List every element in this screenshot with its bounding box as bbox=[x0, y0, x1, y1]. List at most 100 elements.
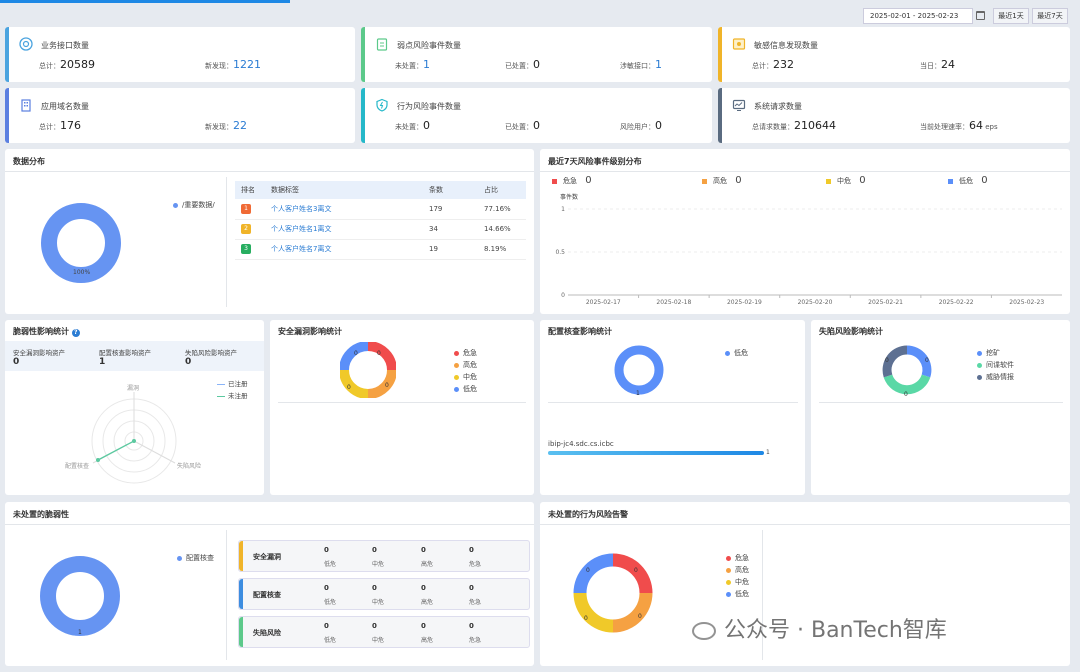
vulnerability-impact-panel: 脆弱性影响统计 ? 安全漏洞影响资产 0 配置核查影响资产 1 失陷风险影响资产… bbox=[5, 320, 264, 495]
compromise-donut[interactable]: 0 0 0 bbox=[879, 342, 935, 398]
slice-low[interactable] bbox=[340, 342, 369, 371]
slice-label: 0 bbox=[347, 384, 351, 391]
help-icon[interactable]: ? bbox=[71, 329, 80, 337]
slice-low[interactable] bbox=[614, 345, 664, 395]
vulnerability-radar-chart bbox=[91, 392, 177, 484]
legend-critical[interactable]: 危急 bbox=[726, 553, 749, 563]
slice-medium[interactable] bbox=[340, 369, 369, 398]
level-count: 0 bbox=[421, 546, 426, 554]
vuln-category-row[interactable]: 安全漏洞 0 低危 0 中危 0 高危 0 危急 bbox=[238, 540, 530, 572]
data-label-link[interactable]: 个人客户姓名3离文 bbox=[265, 199, 423, 220]
legend-low[interactable]: 低危 bbox=[454, 384, 477, 394]
legend-important-data[interactable]: /重要数据/ bbox=[173, 200, 215, 210]
top-progress-bar bbox=[0, 0, 290, 3]
legend-high[interactable]: 高危 bbox=[454, 360, 477, 370]
legend-low[interactable]: 低危 bbox=[725, 348, 748, 358]
building-icon bbox=[21, 99, 31, 112]
unhandled-value[interactable]: 1 bbox=[423, 58, 430, 71]
category-label: 安全漏洞 bbox=[253, 553, 281, 561]
last-7-days-button[interactable]: 最近7天 bbox=[1032, 8, 1068, 24]
radar-point[interactable] bbox=[132, 439, 136, 443]
today-label: 当日： bbox=[920, 62, 941, 70]
vuln-category-row[interactable]: 失陷风险 0 低危 0 中危 0 高危 0 危急 bbox=[238, 616, 530, 648]
kpi-sensitive-info-card[interactable]: 敏感信息发现数量 总计：232 当日：24 bbox=[718, 27, 1070, 82]
host-value: 1 bbox=[766, 449, 770, 456]
kpi-title: 应用域名数量 bbox=[41, 102, 89, 111]
slice-medium[interactable] bbox=[573, 592, 614, 633]
legend-mining[interactable]: 挖矿 bbox=[977, 348, 1000, 358]
count-cell: 34 bbox=[423, 219, 478, 240]
col-label: 数据标签 bbox=[265, 181, 423, 199]
slice-label: 0 bbox=[885, 357, 889, 364]
slice-threat-intel[interactable] bbox=[882, 345, 908, 378]
table-row: 2 个人客户姓名1离文 34 14.66% bbox=[235, 219, 526, 240]
config-check-donut[interactable]: 1 bbox=[611, 342, 667, 398]
count-cell: 179 bbox=[423, 199, 478, 220]
host-label[interactable]: ibip-jc4.sdc.cs.icbc bbox=[548, 440, 614, 448]
slice-low[interactable] bbox=[573, 553, 614, 594]
kpi-system-requests-card[interactable]: 系统请求数量 总请求数量：210644 当前处理速率：64 eps bbox=[718, 88, 1070, 143]
stat-value: 0 bbox=[13, 357, 20, 367]
slice-spyware[interactable] bbox=[883, 374, 931, 395]
level-count: 0 bbox=[469, 584, 474, 592]
legend-medium[interactable]: 中危 bbox=[726, 577, 749, 587]
legend-unregistered[interactable]: 未注册 bbox=[217, 390, 248, 400]
slice-critical[interactable] bbox=[367, 342, 396, 371]
legend-critical[interactable]: 危急 bbox=[454, 348, 477, 358]
card-accent bbox=[718, 88, 722, 143]
legend-config-check[interactable]: 配置核查 bbox=[177, 553, 214, 563]
legend-high[interactable]: 高危 bbox=[726, 565, 749, 575]
kpi-api-card[interactable]: 业务接口数量 总计：20589 新发现：1221 bbox=[5, 27, 355, 82]
slice-label: 1 bbox=[78, 629, 82, 636]
unhandled-vuln-donut[interactable]: 1 bbox=[36, 552, 126, 642]
level-label: 危急 bbox=[469, 599, 482, 606]
slice-config-check[interactable] bbox=[40, 556, 120, 636]
total-requests-label: 总请求数量： bbox=[752, 123, 794, 131]
last-1-day-button[interactable]: 最近1天 bbox=[993, 8, 1029, 24]
kpi-weak-risk-card[interactable]: 弱点风险事件数量 未处置：1 已处置：0 涉敏接口：1 bbox=[361, 27, 712, 82]
legend-low[interactable]: 低危 bbox=[726, 589, 749, 599]
data-label-link[interactable]: 个人客户姓名7离文 bbox=[265, 239, 423, 260]
data-label-link[interactable]: 个人客户姓名1离文 bbox=[265, 219, 423, 240]
x-tick-label: 2025-02-18 bbox=[656, 299, 691, 306]
legend-registered[interactable]: 已注册 bbox=[217, 378, 248, 388]
kpi-domain-card[interactable]: 应用域名数量 总计：176 新发现：22 bbox=[5, 88, 355, 143]
radar-point[interactable] bbox=[96, 458, 100, 462]
legend-spyware[interactable]: 间谍软件 bbox=[977, 360, 1014, 370]
radar-series-line bbox=[97, 440, 135, 461]
calendar-icon[interactable] bbox=[976, 11, 985, 20]
slice-mining[interactable] bbox=[906, 345, 932, 378]
date-range-picker[interactable]: 2025-02-01 - 2025-02-23 bbox=[863, 8, 973, 24]
vuln-category-row[interactable]: 配置核查 0 低危 0 中危 0 高危 0 危急 bbox=[238, 578, 530, 610]
new-value[interactable]: 1221 bbox=[233, 58, 261, 71]
donut-slice-important-data[interactable] bbox=[41, 203, 121, 283]
host-bar[interactable] bbox=[548, 451, 764, 455]
handled-label: 已处置： bbox=[505, 62, 533, 70]
slice-high[interactable] bbox=[612, 592, 653, 633]
new-value[interactable]: 22 bbox=[233, 119, 247, 132]
legend-medium[interactable]: 中危 0 bbox=[826, 175, 866, 186]
security-vuln-donut[interactable]: 0 0 0 0 bbox=[340, 342, 396, 398]
behavior-alert-donut[interactable]: 0 0 0 0 bbox=[568, 548, 658, 638]
level-count: 0 bbox=[372, 622, 377, 630]
kpi-behavior-risk-card[interactable]: 行为风险事件数量 未处置：0 已处置：0 风险用户：0 bbox=[361, 88, 712, 143]
legend-medium[interactable]: 中危 bbox=[454, 372, 477, 382]
legend-low[interactable]: 低危 0 bbox=[948, 175, 988, 186]
legend-critical[interactable]: 危急 0 bbox=[552, 175, 592, 186]
card-accent bbox=[718, 27, 722, 82]
legend-threat-intel[interactable]: 威胁情报 bbox=[977, 372, 1014, 382]
slice-high[interactable] bbox=[367, 369, 396, 398]
ratio-cell: 8.19% bbox=[478, 239, 526, 260]
risk-trend-panel: 最近7天风险事件级别分布 危急 0 高危 0 中危 0 低危 0 事件数 1 0.… bbox=[540, 149, 1070, 314]
distribution-donut[interactable] bbox=[37, 199, 127, 289]
y-tick-label: 0 bbox=[561, 292, 565, 299]
level-label: 高危 bbox=[421, 599, 434, 606]
card-accent bbox=[361, 88, 365, 143]
col-count: 条数 bbox=[423, 181, 478, 199]
legend-high[interactable]: 高危 0 bbox=[702, 175, 742, 186]
sensitive-iface-value[interactable]: 1 bbox=[655, 58, 662, 71]
y-tick-label: 1 bbox=[561, 206, 565, 213]
slice-critical[interactable] bbox=[612, 553, 653, 594]
y-tick-label: 0.5 bbox=[555, 249, 565, 256]
risk-users-label: 风险用户： bbox=[620, 123, 655, 131]
